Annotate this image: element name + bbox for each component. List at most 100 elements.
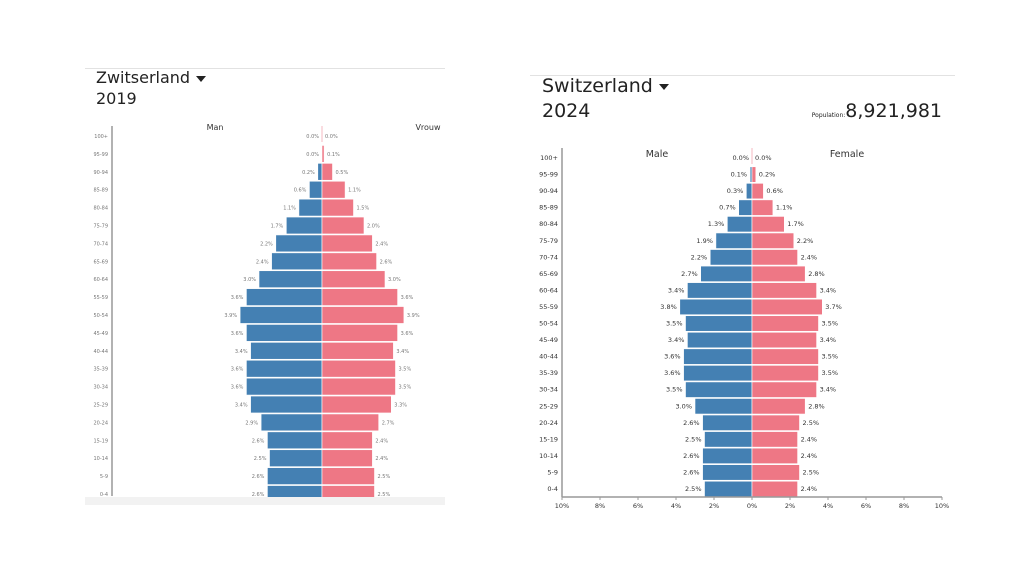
series-label-left: Male [646, 149, 669, 160]
age-tick-label: 15-19 [539, 435, 558, 443]
age-tick-label: 75-79 [93, 224, 108, 230]
bar-male [250, 395, 323, 414]
bar-male [246, 377, 323, 396]
data-label-male: 3.4% [235, 349, 248, 355]
data-label-female: 1.5% [357, 206, 370, 212]
data-label-female: 2.4% [801, 253, 818, 261]
age-tick-label: 35-39 [93, 367, 108, 373]
data-label-female: 0.0% [755, 154, 772, 162]
data-label-male: 0.0% [306, 152, 319, 158]
x-tick-label: 2% [709, 502, 719, 510]
age-tick-label: 55-59 [93, 295, 108, 301]
country-selector-2019[interactable]: Zwitserland [96, 68, 207, 87]
bar-female [321, 306, 405, 324]
age-tick-label: 65-69 [539, 270, 558, 278]
data-label-male: 3.4% [235, 403, 248, 409]
data-label-male: 0.3% [727, 187, 744, 195]
data-label-male: 0.0% [732, 154, 749, 162]
age-tick-label: 60-64 [93, 277, 108, 283]
data-label-male: 2.5% [685, 485, 702, 493]
data-label-female: 2.5% [378, 474, 391, 480]
data-label-female: 0.5% [336, 170, 349, 176]
age-tick-label: 100+ [540, 154, 558, 162]
age-tick-label: 50-54 [93, 313, 108, 319]
bar-male [685, 381, 753, 398]
bar-male [309, 180, 323, 199]
bar-female [751, 480, 798, 498]
year-label: 2019 [96, 89, 137, 108]
data-label-female: 2.7% [382, 420, 395, 426]
data-label-male: 1.1% [283, 206, 296, 212]
data-label-male: 3.0% [243, 277, 256, 283]
data-label-female: 0.2% [759, 171, 776, 179]
data-label-female: 3.7% [825, 303, 842, 311]
data-label-female: 1.7% [787, 220, 804, 228]
data-label-male: 3.0% [675, 402, 692, 410]
age-tick-label: 50-54 [539, 320, 558, 328]
data-label-female: 0.1% [327, 152, 340, 158]
data-label-male: 0.1% [731, 171, 748, 179]
right-pane-top-rule [530, 75, 955, 76]
age-tick-label: 30-34 [93, 385, 108, 391]
age-tick-label: 75-79 [539, 237, 558, 245]
bar-female [751, 199, 774, 216]
age-tick-label: 45-49 [539, 336, 558, 344]
bar-male [702, 447, 753, 464]
data-label-male: 0.6% [294, 188, 307, 194]
age-tick-label: 40-44 [93, 349, 108, 355]
bar-female [321, 270, 386, 288]
data-label-female: 2.4% [801, 435, 818, 443]
data-label-female: 0.6% [766, 187, 783, 195]
age-tick-label: 55-59 [539, 303, 558, 311]
x-tick-label: 0% [747, 502, 757, 510]
bar-female [751, 232, 795, 249]
population-readout: Population:8,921,981 [760, 100, 942, 122]
bar-female [321, 252, 377, 271]
bar-female [751, 315, 819, 332]
data-label-female: 2.2% [797, 237, 814, 245]
bar-male [685, 315, 753, 332]
data-label-male: 3.5% [666, 320, 683, 328]
age-tick-label: 40-44 [539, 353, 558, 361]
age-tick-label: 5-9 [100, 474, 108, 480]
bar-male [246, 359, 323, 378]
country-name: Switzerland [542, 75, 653, 97]
bar-male [269, 449, 323, 467]
x-tick-label: 8% [899, 502, 909, 510]
series-label-right: Female [830, 149, 865, 160]
data-label-female: 3.0% [388, 277, 401, 283]
x-tick-label: 6% [633, 502, 643, 510]
data-label-male: 0.2% [302, 170, 315, 176]
bar-female [751, 183, 764, 200]
data-label-male: 2.2% [260, 241, 273, 247]
x-tick-label: 10% [935, 502, 949, 510]
age-tick-label: 70-74 [539, 253, 558, 261]
data-label-male: 3.6% [231, 385, 244, 391]
data-label-male: 3.6% [231, 331, 244, 337]
data-label-female: 3.5% [822, 320, 839, 328]
data-label-male: 2.6% [683, 419, 700, 427]
data-label-female: 3.5% [822, 353, 839, 361]
bar-female [751, 431, 798, 448]
bar-male [687, 331, 753, 349]
bar-male [285, 216, 323, 235]
bar-male [683, 348, 753, 365]
bar-female [321, 145, 325, 163]
data-label-male: 3.9% [224, 313, 237, 319]
bar-female [321, 467, 375, 485]
country-name: Zwitserland [96, 68, 191, 87]
bar-female [321, 288, 398, 306]
data-label-male: 3.6% [664, 353, 681, 361]
bar-female [751, 348, 819, 365]
bar-female [751, 414, 800, 431]
data-label-female: 2.8% [808, 270, 825, 278]
bar-male [260, 413, 323, 432]
age-tick-label: 45-49 [93, 331, 108, 337]
country-selector-2024[interactable]: Switzerland [542, 75, 669, 97]
data-label-male: 3.8% [660, 303, 677, 311]
x-tick-label: 4% [671, 502, 681, 510]
data-label-male: 2.2% [691, 253, 708, 261]
age-tick-label: 90-94 [93, 170, 108, 176]
data-label-male: 2.4% [256, 259, 269, 265]
